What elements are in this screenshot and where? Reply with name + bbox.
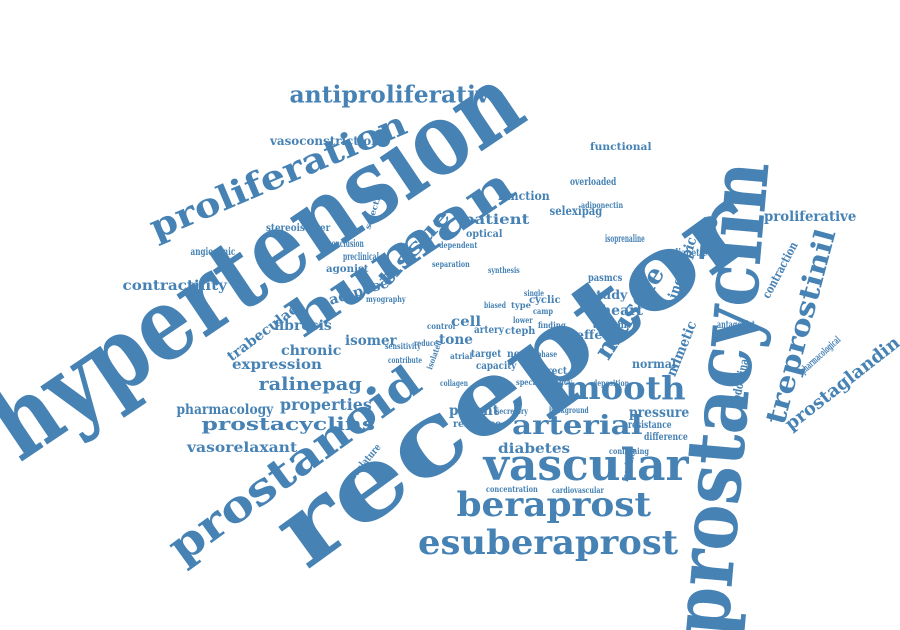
word-pharmacology: pharmacology — [176, 402, 274, 418]
word-isoprenaline: isoprenaline — [605, 234, 645, 245]
word-diabetes: diabetes — [497, 441, 571, 457]
word-control: control — [427, 321, 456, 331]
word-target: target — [471, 349, 502, 360]
word-properties: properties — [280, 395, 372, 414]
word-specific: specific — [515, 377, 544, 387]
word-conclusion: conclusion — [328, 239, 364, 250]
word-selexipag: selexipag — [549, 204, 603, 218]
word-direct: direct — [537, 366, 568, 377]
word-secretory: secretory — [495, 406, 528, 416]
word-dependent: dependent — [438, 240, 478, 250]
word-cell: cell — [451, 314, 482, 330]
word-antagonist: antagonist — [717, 320, 755, 331]
word-angiogenic: angiogenic — [190, 247, 236, 258]
word-cteph: cteph — [504, 326, 536, 337]
word-pasmcs: pasmcs — [588, 273, 623, 284]
word-potency: potency — [542, 377, 573, 387]
word-camp: camp — [533, 306, 554, 316]
word-arterial: arterial — [511, 411, 643, 441]
word-chronic: chronic — [280, 343, 342, 359]
word-effect: effect — [575, 328, 616, 342]
word-difference: difference — [643, 432, 688, 443]
word-capacity: capacity — [475, 361, 517, 372]
word-expression: expression — [232, 357, 322, 373]
word-artery: artery — [474, 325, 504, 336]
word-study: study — [588, 288, 628, 302]
word-synthesis: synthesis — [487, 265, 520, 275]
word-functional: functional — [589, 142, 652, 153]
word-proliferative: proliferative — [764, 209, 857, 225]
word-separation: separation — [431, 259, 470, 269]
word-fibrosis: fibrosis — [274, 318, 332, 334]
word-reduce: reduce — [414, 338, 438, 348]
word-sensitivity: sensitivity — [384, 341, 421, 351]
word-biased: biased — [483, 300, 507, 310]
word-stereoisomer: stereoisomer — [265, 223, 331, 234]
word-overloaded: overloaded — [570, 177, 617, 188]
word-myography: myography — [366, 294, 406, 304]
word-resistance: resistance — [627, 420, 672, 431]
word-vasoconstriction: vasoconstriction — [269, 134, 380, 148]
word-atrial: atrial — [449, 351, 473, 361]
word-normal: normal — [631, 357, 677, 371]
word-isomer: isomer — [344, 333, 397, 349]
word-cyclic: cyclic — [529, 295, 561, 306]
word-novel: novel — [507, 349, 535, 360]
word-background: background — [548, 405, 589, 415]
word-preclinical: preclinical — [343, 252, 379, 263]
word-concentration: concentration — [486, 484, 538, 494]
word-vasorelaxant: vasorelaxant — [187, 440, 298, 456]
word-optical: optical — [466, 229, 503, 240]
word-function: function — [498, 189, 550, 203]
word-confirming: confirming — [609, 446, 649, 456]
word-response: response — [453, 419, 502, 430]
word-potent: potent — [449, 403, 500, 419]
word-adiponectin: adiponectin — [581, 200, 624, 210]
word-atrium: atrium — [592, 320, 628, 331]
word-deposition: deposition — [592, 378, 630, 388]
word-diabetic: diabetic — [672, 248, 708, 259]
word-tone: tone — [439, 332, 473, 348]
word-agonist: agonist — [326, 264, 369, 275]
word-beraprost: beraprost — [456, 485, 652, 525]
word-single: single — [523, 288, 545, 298]
word-collagen: collagen — [439, 378, 468, 388]
word-patient: patient — [462, 212, 530, 228]
word-vascular: vascular — [483, 440, 689, 491]
word-esuberaprost: esuberaprost — [418, 523, 679, 563]
word-smooth: smooth — [545, 369, 686, 407]
word-heart: heart — [601, 303, 643, 319]
word-type: type — [510, 300, 532, 310]
word-antiproliferative: antiproliferative — [289, 81, 505, 109]
word-contractility: contractility — [122, 278, 227, 294]
word-pressure: pressure — [629, 405, 690, 421]
word-cardiovascular: cardiovascular — [551, 485, 604, 495]
word-finding: finding — [538, 320, 566, 330]
word-ralinepag: ralinepag — [258, 374, 362, 395]
word-contribute: contribute — [388, 355, 423, 365]
word-phase: phase — [537, 349, 558, 359]
word-prostacyclins: prostacyclins — [201, 414, 376, 435]
word-lower: lower — [513, 315, 533, 325]
